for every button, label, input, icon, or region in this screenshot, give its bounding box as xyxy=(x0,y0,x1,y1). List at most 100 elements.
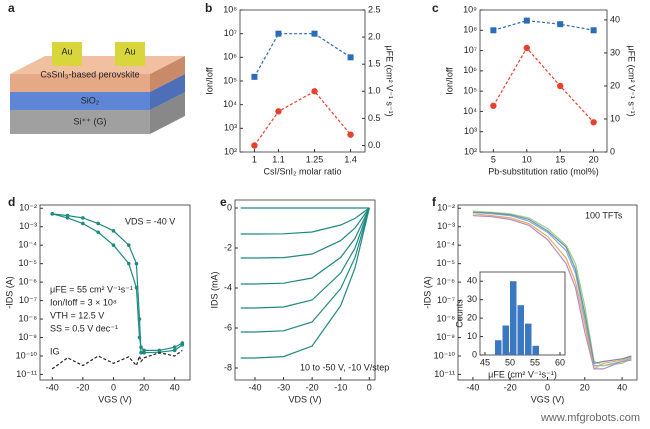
y-tick-label: 10 xyxy=(467,331,477,341)
annotation: VDS = -40 V xyxy=(125,216,175,226)
marker xyxy=(557,82,564,90)
series-line xyxy=(240,207,370,333)
x-tick-label: 5 xyxy=(491,154,496,164)
marker xyxy=(172,345,177,349)
x-axis-label: VGS (V) xyxy=(98,394,132,404)
x-tick-label: -40 xyxy=(248,382,261,392)
series-line xyxy=(240,207,370,285)
histogram-bar xyxy=(517,305,524,355)
y-axis-label: Ion/Ioff xyxy=(204,67,214,95)
y-tick-label: 10⁻⁶ xyxy=(437,276,456,286)
histogram-bar xyxy=(525,323,532,355)
y-tick-label: 10⁻² xyxy=(437,203,455,213)
y2-tick-label: 2.0 xyxy=(368,31,381,41)
y2-tick-label: 40 xyxy=(610,14,620,24)
y2-tick-label: 1.0 xyxy=(368,86,381,96)
x-tick-label: -20 xyxy=(504,382,517,392)
plot-frame xyxy=(234,199,376,381)
annotation: SS = 0.5 V dec⁻¹ xyxy=(50,323,118,333)
plot-frame xyxy=(39,204,191,381)
y2-tick-label: 0.0 xyxy=(368,140,381,150)
x-axis-label: VDS (V) xyxy=(288,394,321,404)
si-side xyxy=(150,92,185,134)
marker xyxy=(96,221,100,226)
y-tick-label: -6 xyxy=(224,322,232,332)
y2-tick-label: 0 xyxy=(610,146,615,156)
series-line xyxy=(240,207,370,359)
panel-letter: f xyxy=(432,195,437,209)
series-line xyxy=(492,46,595,123)
y2-tick-label: 30 xyxy=(610,47,620,57)
series-line xyxy=(240,207,370,235)
x-tick-label: 1.4 xyxy=(344,154,357,164)
y-tick-label: 0 xyxy=(472,349,477,359)
x-tick-label: 20 xyxy=(589,154,599,164)
layer-label: Au xyxy=(61,46,72,56)
y-axis-label: Ion/Ioff xyxy=(444,67,454,95)
panel-letter: d xyxy=(8,195,15,209)
x-tick-label: 20 xyxy=(139,382,149,392)
marker xyxy=(311,88,318,95)
marker xyxy=(557,21,564,28)
y-tick-label: 10⁷ xyxy=(224,28,237,38)
sio2-layer xyxy=(10,92,150,110)
panel-letter: a xyxy=(8,1,15,15)
y-tick-label: 10⁻⁸ xyxy=(436,313,455,323)
y-tick-label: 10³ xyxy=(224,123,237,133)
y-tick-label: 10⁻⁵ xyxy=(437,258,456,268)
series-line xyxy=(51,349,183,370)
electrode xyxy=(52,42,82,66)
marker xyxy=(275,108,282,115)
marker xyxy=(81,216,85,220)
series-line xyxy=(253,90,352,146)
marker xyxy=(111,229,116,233)
x-tick-label: 0 xyxy=(367,382,372,392)
y2-tick-label: 2.5 xyxy=(368,4,381,14)
y-tick-label: 10⁻⁴ xyxy=(18,240,37,250)
sio2-side xyxy=(150,74,185,110)
series-line xyxy=(493,19,594,31)
marker xyxy=(523,44,530,52)
y-tick-label: 10⁴ xyxy=(223,99,237,109)
series-line xyxy=(240,207,370,259)
y-tick-label: 10⁻² xyxy=(19,203,37,213)
y-tick-label: 10⁵ xyxy=(463,86,477,96)
si-layer xyxy=(10,110,150,134)
marker xyxy=(275,30,282,37)
x-tick-label: 1 xyxy=(252,154,257,164)
marker xyxy=(347,131,354,138)
y2-axis-label: μFE (cm² V⁻¹ s⁻¹) xyxy=(385,45,395,116)
marker xyxy=(157,348,162,353)
y-axis-label: Counts xyxy=(454,299,464,328)
plot-frame xyxy=(479,9,608,153)
panel: e -40 -30 -20 -10 0 0 -2 -4 -6 -8 VDS (V) IDS (mA) 10… xyxy=(209,195,389,404)
marker xyxy=(311,30,318,37)
annotation: IG xyxy=(50,346,60,356)
histogram-bar xyxy=(502,325,509,355)
x-tick-label: -30 xyxy=(277,382,290,392)
marker xyxy=(139,345,143,349)
y-tick-label: 10² xyxy=(464,146,477,156)
x-tick-label: 45 xyxy=(480,357,490,367)
y-tick-label: 10⁻⁷ xyxy=(19,295,37,305)
y-tick-label: 10⁶ xyxy=(223,52,237,62)
marker xyxy=(347,54,354,61)
y-tick-label: 10⁻¹¹ xyxy=(434,369,455,379)
y-tick-label: 10⁻⁹ xyxy=(18,332,37,342)
layer-label: Au xyxy=(124,46,135,56)
y-tick-label: 10⁷ xyxy=(464,45,477,55)
marker xyxy=(126,261,131,266)
y-tick-label: 0 xyxy=(227,202,232,212)
panel: c 5 10 15 20 10² 10³ 10⁴ 10⁵ 10⁶ 10⁷ 10⁸ 10⁹ 0 10 20 30 4… xyxy=(432,1,637,176)
annotation: 100 TFTs xyxy=(585,210,623,220)
watermark: www.mfgrobots.com xyxy=(540,412,640,424)
series-line xyxy=(472,210,632,367)
layer-label: Si⁺⁺ (G) xyxy=(74,116,107,126)
y-tick-label: 10⁹ xyxy=(463,4,477,14)
y-axis-label: -IDS (A) xyxy=(422,276,432,309)
y2-tick-label: 20 xyxy=(610,80,620,90)
y-tick-label: 10⁻⁸ xyxy=(18,313,37,323)
x-tick-label: -20 xyxy=(76,382,89,392)
y-axis-label: -IDS (A) xyxy=(4,276,14,309)
